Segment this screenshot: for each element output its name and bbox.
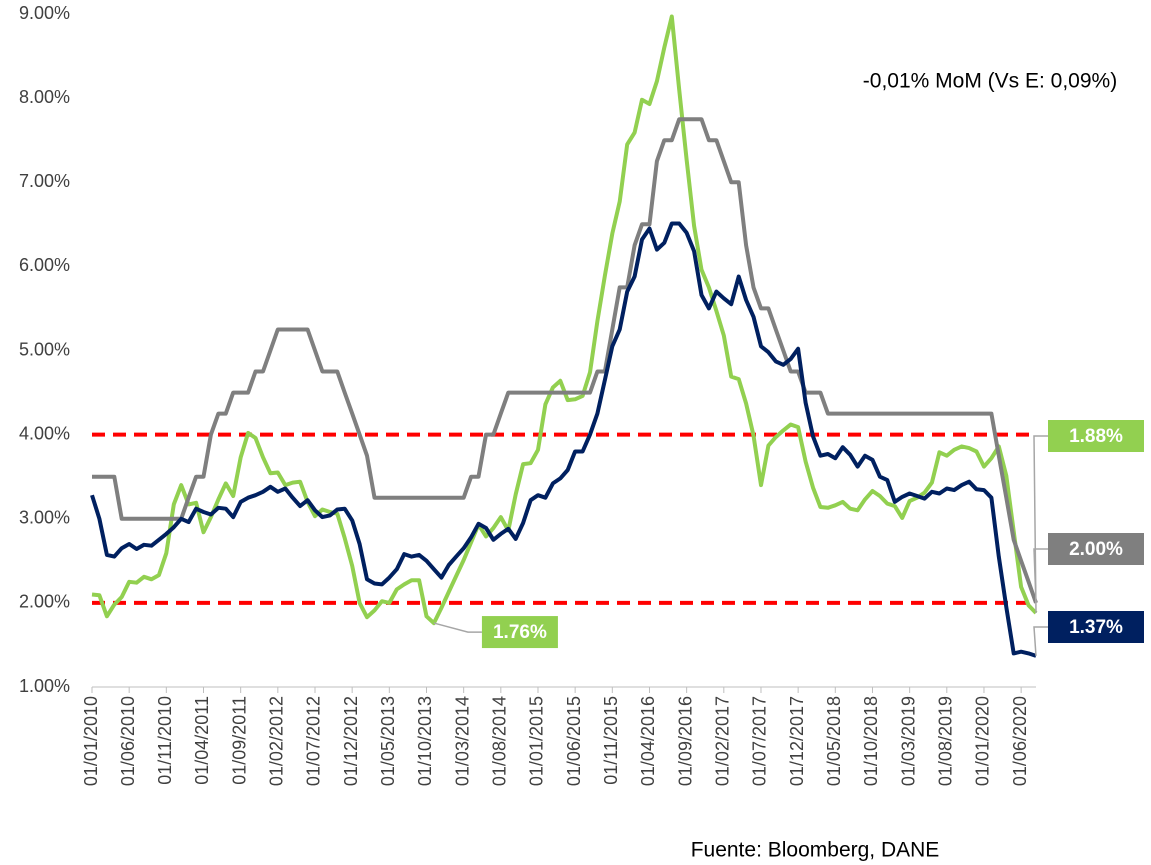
- callout-box: [1048, 420, 1144, 452]
- x-tick-label: 01/07/2012: [304, 696, 324, 786]
- x-tick-label: 01/06/2010: [118, 696, 138, 786]
- callout-label: 2.00%: [1069, 539, 1123, 560]
- x-tick-label: 01/01/2015: [527, 696, 547, 786]
- callout-label: 1.76%: [493, 622, 547, 643]
- y-tick-label: 9.00%: [19, 3, 70, 23]
- x-tick-label: 01/10/2013: [415, 696, 435, 786]
- x-tick-label: 01/04/2016: [638, 696, 658, 786]
- x-tick-label: 01/07/2017: [750, 696, 770, 786]
- series-line: [90, 221, 1037, 658]
- y-tick-label: 1.00%: [19, 676, 70, 696]
- x-tick-label: 01/12/2017: [787, 696, 807, 786]
- y-tick-label: 3.00%: [19, 508, 70, 528]
- x-tick-label: 01/09/2016: [675, 696, 695, 786]
- x-tick-label: 01/05/2013: [378, 696, 398, 786]
- x-tick-label: 01/12/2012: [341, 696, 361, 786]
- callout-label: 1.88%: [1069, 426, 1123, 447]
- y-tick-label: 4.00%: [19, 423, 70, 443]
- x-tick-label: 01/01/2020: [973, 696, 993, 786]
- callout-box: [481, 616, 558, 649]
- annotation: -0,01% MoM (Vs E: 0,09%): [863, 70, 1117, 93]
- x-tick-label: 01/06/2020: [1010, 696, 1030, 786]
- series-line: [92, 117, 1038, 604]
- callout-connector: [1033, 435, 1048, 613]
- x-tick-label: 01/03/2019: [898, 696, 918, 786]
- y-tick-label: 8.00%: [19, 87, 70, 107]
- x-tick-label: 01/06/2015: [564, 696, 584, 786]
- callout-box: [1048, 533, 1144, 565]
- x-tick-label: 01/02/2017: [713, 696, 733, 786]
- x-tick-label: 01/08/2019: [936, 696, 956, 786]
- x-tick-label: 01/09/2011: [229, 696, 249, 785]
- callout-box: [1048, 611, 1144, 643]
- y-tick-label: 5.00%: [19, 339, 70, 359]
- y-tick-label: 6.00%: [19, 255, 70, 275]
- x-tick-label: 01/05/2018: [824, 696, 844, 786]
- y-tick-label: 7.00%: [19, 171, 70, 191]
- x-tick-label: 01/04/2011: [192, 696, 212, 785]
- series-line: [91, 14, 1038, 626]
- callout-connector: [433, 622, 482, 633]
- callout-connector: [1033, 548, 1048, 603]
- source: Fuente: Bloomberg, DANE: [691, 839, 940, 862]
- callout-label: 1.37%: [1069, 617, 1123, 638]
- x-tick-label: 01/11/2015: [601, 696, 621, 785]
- x-tick-label: 01/02/2012: [267, 696, 287, 786]
- x-tick-label: 01/11/2010: [155, 696, 175, 785]
- x-tick-label: 01/03/2014: [452, 696, 472, 786]
- x-tick-label: 01/08/2014: [490, 696, 510, 786]
- x-tick-label: 01/10/2018: [861, 696, 881, 786]
- callout-connector: [1033, 626, 1048, 656]
- y-tick-label: 2.00%: [19, 592, 70, 612]
- x-tick-label: 01/01/2010: [81, 696, 101, 786]
